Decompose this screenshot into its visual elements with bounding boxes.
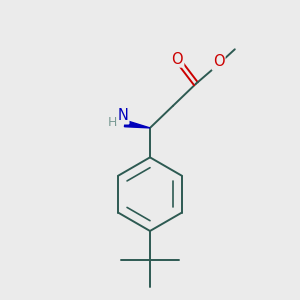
Text: N: N xyxy=(118,108,128,123)
Text: O: O xyxy=(172,52,183,67)
Text: H: H xyxy=(108,116,117,128)
Polygon shape xyxy=(124,120,150,128)
Text: O: O xyxy=(213,55,224,70)
